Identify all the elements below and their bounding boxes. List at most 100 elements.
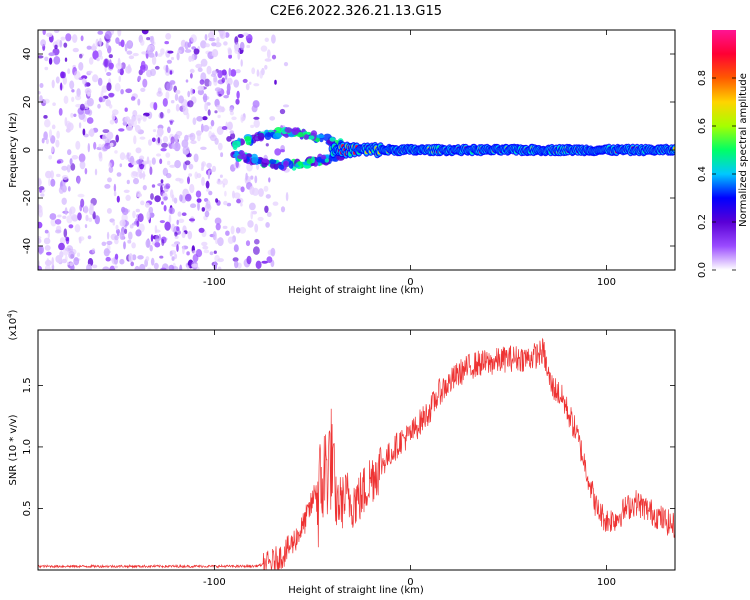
noise-speckle	[94, 215, 101, 225]
snr-xtick-label: 0	[407, 577, 413, 588]
noise-speckle	[71, 96, 75, 103]
spectrogram-xtick-label: 100	[597, 277, 616, 288]
noise-speckle	[38, 91, 41, 95]
noise-speckle	[175, 89, 181, 95]
noise-speckle	[240, 59, 243, 67]
noise-speckle	[165, 33, 172, 40]
noise-speckle	[53, 56, 61, 65]
noise-speckle	[206, 188, 210, 192]
noise-speckle	[164, 221, 171, 231]
noise-speckle	[264, 205, 269, 213]
noise-speckle	[201, 123, 204, 133]
noise-speckle	[209, 30, 215, 37]
noise-speckle	[39, 188, 42, 193]
noise-speckle	[280, 206, 286, 213]
noise-speckle	[83, 205, 89, 214]
noise-speckle	[44, 119, 51, 128]
noise-speckle	[136, 220, 140, 227]
colorbar-tick-label: 0.0	[697, 262, 708, 278]
noise-speckle	[215, 198, 219, 203]
noise-speckle	[87, 92, 91, 97]
noise-speckle	[189, 132, 196, 141]
noise-speckle	[156, 153, 161, 157]
noise-speckle	[147, 44, 151, 51]
noise-speckle	[243, 32, 249, 37]
noise-speckle	[216, 178, 221, 185]
spectrogram-xtick-label: -100	[203, 277, 226, 288]
noise-speckle	[190, 73, 193, 79]
noise-speckle	[75, 94, 82, 101]
noise-speckle	[221, 69, 227, 76]
noise-speckle	[65, 128, 71, 133]
noise-speckle	[135, 114, 143, 121]
noise-speckle	[192, 254, 199, 263]
noise-speckle	[117, 30, 122, 37]
noise-speckle	[217, 237, 224, 247]
noise-speckle	[192, 250, 197, 254]
noise-speckle	[78, 62, 84, 71]
noise-speckle	[271, 34, 276, 44]
noise-speckle	[176, 226, 180, 231]
noise-speckle	[181, 212, 187, 216]
noise-speckle	[162, 98, 168, 107]
noise-speckle	[154, 195, 161, 203]
noise-speckle	[271, 54, 277, 60]
noise-speckle	[128, 55, 135, 60]
noise-speckle	[142, 185, 147, 191]
branch-trace	[306, 158, 313, 165]
noise-speckle	[126, 50, 133, 55]
noise-speckle	[129, 155, 135, 164]
noise-speckle	[235, 98, 240, 105]
noise-speckle	[101, 241, 107, 246]
branch-trace	[284, 127, 293, 133]
noise-speckle	[123, 189, 130, 193]
noise-speckle	[204, 210, 210, 218]
noise-speckle	[253, 116, 260, 120]
noise-speckle	[137, 98, 141, 106]
noise-speckle	[135, 229, 142, 237]
noise-speckle	[67, 68, 71, 75]
branch-trace	[315, 134, 325, 139]
noise-speckle	[220, 152, 224, 158]
noise-speckle	[188, 55, 193, 63]
noise-speckle	[38, 55, 44, 59]
snr-ytick-label: 0.5	[22, 501, 33, 517]
noise-speckle	[38, 245, 43, 255]
noise-speckle	[175, 103, 180, 112]
branch-trace	[291, 127, 299, 135]
noise-speckle	[56, 130, 60, 139]
noise-speckle	[140, 60, 146, 68]
noise-speckle	[160, 185, 163, 193]
noise-speckle	[245, 240, 251, 247]
noise-speckle	[75, 140, 81, 150]
noise-speckle	[51, 124, 56, 130]
noise-speckle	[48, 52, 55, 57]
noise-speckle	[261, 260, 269, 264]
noise-speckle	[187, 90, 191, 98]
noise-speckle	[60, 71, 65, 79]
noise-speckle	[201, 161, 207, 167]
noise-speckle	[51, 79, 55, 89]
noise-speckle	[46, 251, 52, 256]
noise-speckle	[265, 143, 269, 147]
branch-trace	[251, 156, 259, 164]
noise-speckle	[106, 72, 112, 76]
noise-speckle	[148, 139, 152, 146]
noise-speckle	[42, 30, 46, 35]
noise-speckle	[55, 76, 60, 84]
noise-speckle	[193, 153, 199, 163]
snr-xtick-label: -100	[203, 577, 226, 588]
noise-speckle	[87, 143, 91, 153]
noise-speckle	[88, 57, 94, 65]
noise-speckle	[231, 116, 237, 121]
noise-speckle	[190, 88, 194, 95]
noise-speckle	[207, 170, 211, 180]
noise-speckle	[107, 177, 112, 183]
noise-speckle	[92, 43, 96, 52]
noise-speckle	[171, 256, 175, 261]
noise-speckle	[62, 76, 67, 85]
snr-ytick-label: 1.5	[22, 377, 33, 393]
noise-speckle	[151, 157, 156, 165]
noise-speckle	[117, 68, 121, 74]
noise-speckle	[264, 37, 269, 42]
